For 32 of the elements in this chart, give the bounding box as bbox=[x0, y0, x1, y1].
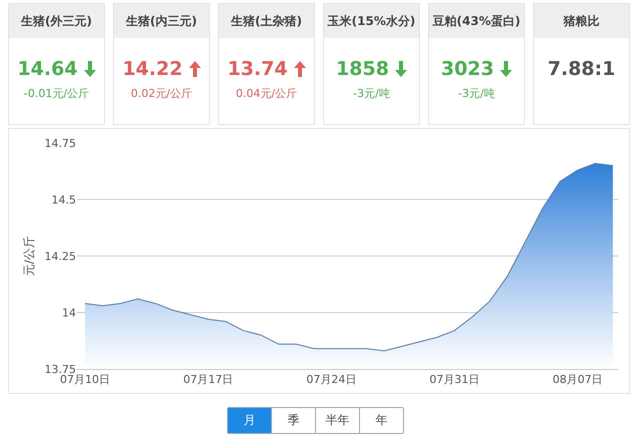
data-label: -0.01元/公斤 bbox=[22, 86, 90, 101]
y-tick-label: 14.75 bbox=[44, 136, 76, 150]
data-label: 3023 bbox=[441, 58, 494, 80]
data-label: 13.74 bbox=[227, 58, 288, 80]
y-tick-label: 13.75 bbox=[44, 362, 76, 376]
category-label: 生猪(土杂猪) bbox=[219, 4, 314, 38]
x-tick-label: 07月31日 bbox=[430, 373, 480, 386]
category-label: 豆粕(43%蛋白) bbox=[429, 4, 524, 38]
category-label: 玉米(15%水分) bbox=[324, 4, 419, 38]
y-tick-label: 14 bbox=[62, 306, 76, 320]
y-axis-title: 元/公斤 bbox=[22, 236, 36, 276]
x-tick-label: 07月17日 bbox=[183, 373, 234, 386]
text: 半年 bbox=[316, 408, 360, 433]
category-label: 生猪(外三元) bbox=[9, 4, 104, 38]
data-label: 0.04元/公斤 bbox=[234, 86, 298, 101]
x-tick-label: 08月07日 bbox=[552, 373, 603, 386]
data-label: -3元/吨 bbox=[352, 86, 391, 101]
text: 月 bbox=[228, 408, 272, 433]
data-label: 0.02元/公斤 bbox=[130, 86, 194, 101]
data-label: -3元/吨 bbox=[457, 86, 496, 101]
x-tick-label: 07月24日 bbox=[306, 373, 356, 386]
data-label: 7.88:1 bbox=[548, 58, 616, 80]
y-tick-label: 14.25 bbox=[44, 250, 76, 263]
text: 季 bbox=[272, 408, 316, 433]
category-label: 猪粮比 bbox=[534, 4, 629, 38]
category-label: 生猪(内三元) bbox=[114, 4, 209, 38]
y-tick-label: 14.5 bbox=[52, 193, 76, 206]
x-tick-label: 07月10日 bbox=[60, 373, 110, 386]
text: 年 bbox=[374, 412, 388, 429]
data-label: 14.22 bbox=[122, 58, 183, 80]
data-label: 1858 bbox=[336, 58, 389, 80]
data-label: 14.64 bbox=[17, 58, 78, 80]
